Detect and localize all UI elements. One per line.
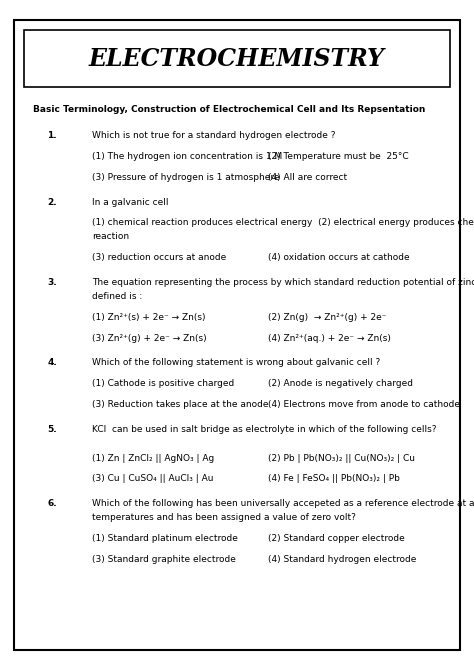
Text: reaction: reaction (92, 232, 129, 241)
Text: temperatures and has been assigned a value of zero volt?: temperatures and has been assigned a val… (92, 513, 356, 522)
Text: (1) chemical reaction produces electrical energy  (2) electrical energy produces: (1) chemical reaction produces electrica… (92, 218, 474, 227)
Text: (1) Cathode is positive charged: (1) Cathode is positive charged (92, 379, 235, 388)
Text: defined is :: defined is : (92, 292, 143, 301)
Text: The equation representing the process by which standard reduction potential of z: The equation representing the process by… (92, 278, 474, 287)
Text: (1) The hydrogen ion concentration is 1 M: (1) The hydrogen ion concentration is 1 … (92, 152, 283, 161)
Text: (3) Cu | CuSO₄ || AuCl₃ | Au: (3) Cu | CuSO₄ || AuCl₃ | Au (92, 474, 214, 483)
Text: (1) Zn | ZnCl₂ || AgNO₃ | Ag: (1) Zn | ZnCl₂ || AgNO₃ | Ag (92, 454, 215, 462)
Text: 6.: 6. (47, 499, 57, 508)
Text: Which of the following statement is wrong about galvanic cell ?: Which of the following statement is wron… (92, 358, 381, 367)
Text: (4) Standard hydrogen electrode: (4) Standard hydrogen electrode (268, 555, 416, 563)
Text: Basic Terminology, Construction of Electrochemical Cell and Its Repsentation: Basic Terminology, Construction of Elect… (33, 105, 426, 114)
Text: KCl  can be used in salt bridge as electrolyte in which of the following cells?: KCl can be used in salt bridge as electr… (92, 425, 437, 433)
Text: (1) Standard platinum electrode: (1) Standard platinum electrode (92, 534, 238, 543)
Text: (2) Temperature must be  25°C: (2) Temperature must be 25°C (268, 152, 409, 161)
Text: In a galvanic cell: In a galvanic cell (92, 198, 169, 206)
Text: (3) Standard graphite electrode: (3) Standard graphite electrode (92, 555, 237, 563)
Text: (3) reduction occurs at anode: (3) reduction occurs at anode (92, 253, 227, 262)
Text: (4) oxidation occurs at cathode: (4) oxidation occurs at cathode (268, 253, 410, 262)
Text: 1.: 1. (47, 131, 57, 140)
Text: 5.: 5. (47, 425, 57, 433)
Text: (3) Reduction takes place at the anode: (3) Reduction takes place at the anode (92, 400, 269, 409)
Text: 3.: 3. (47, 278, 57, 287)
Text: (4) Electrons move from anode to cathode: (4) Electrons move from anode to cathode (268, 400, 460, 409)
Text: (4) Zn²⁺(aq.) + 2e⁻ → Zn(s): (4) Zn²⁺(aq.) + 2e⁻ → Zn(s) (268, 334, 391, 342)
Text: 2.: 2. (47, 198, 57, 206)
Text: (2) Pb | Pb(NO₃)₂ || Cu(NO₃)₂ | Cu: (2) Pb | Pb(NO₃)₂ || Cu(NO₃)₂ | Cu (268, 454, 415, 462)
Text: (3) Pressure of hydrogen is 1 atmosphere: (3) Pressure of hydrogen is 1 atmosphere (92, 173, 280, 182)
Text: 4.: 4. (47, 358, 57, 367)
Text: ELECTROCHEMISTRY: ELECTROCHEMISTRY (89, 47, 385, 70)
Text: (2) Anode is negatively charged: (2) Anode is negatively charged (268, 379, 413, 388)
Text: (1) Zn²⁺(s) + 2e⁻ → Zn(s): (1) Zn²⁺(s) + 2e⁻ → Zn(s) (92, 313, 206, 322)
Text: (2) Zn(g)  → Zn²⁺(g) + 2e⁻: (2) Zn(g) → Zn²⁺(g) + 2e⁻ (268, 313, 386, 322)
Text: (4) All are correct: (4) All are correct (268, 173, 347, 182)
Bar (24, 30, 450, 87)
Text: (2) Standard copper electrode: (2) Standard copper electrode (268, 534, 405, 543)
Text: (4) Fe | FeSO₄ || Pb(NO₃)₂ | Pb: (4) Fe | FeSO₄ || Pb(NO₃)₂ | Pb (268, 474, 400, 483)
Text: Which of the following has been universally accepeted as a reference electrode a: Which of the following has been universa… (92, 499, 474, 508)
Text: Which is not true for a standard hydrogen electrode ?: Which is not true for a standard hydroge… (92, 131, 336, 140)
Text: (3) Zn²⁺(g) + 2e⁻ → Zn(s): (3) Zn²⁺(g) + 2e⁻ → Zn(s) (92, 334, 207, 342)
